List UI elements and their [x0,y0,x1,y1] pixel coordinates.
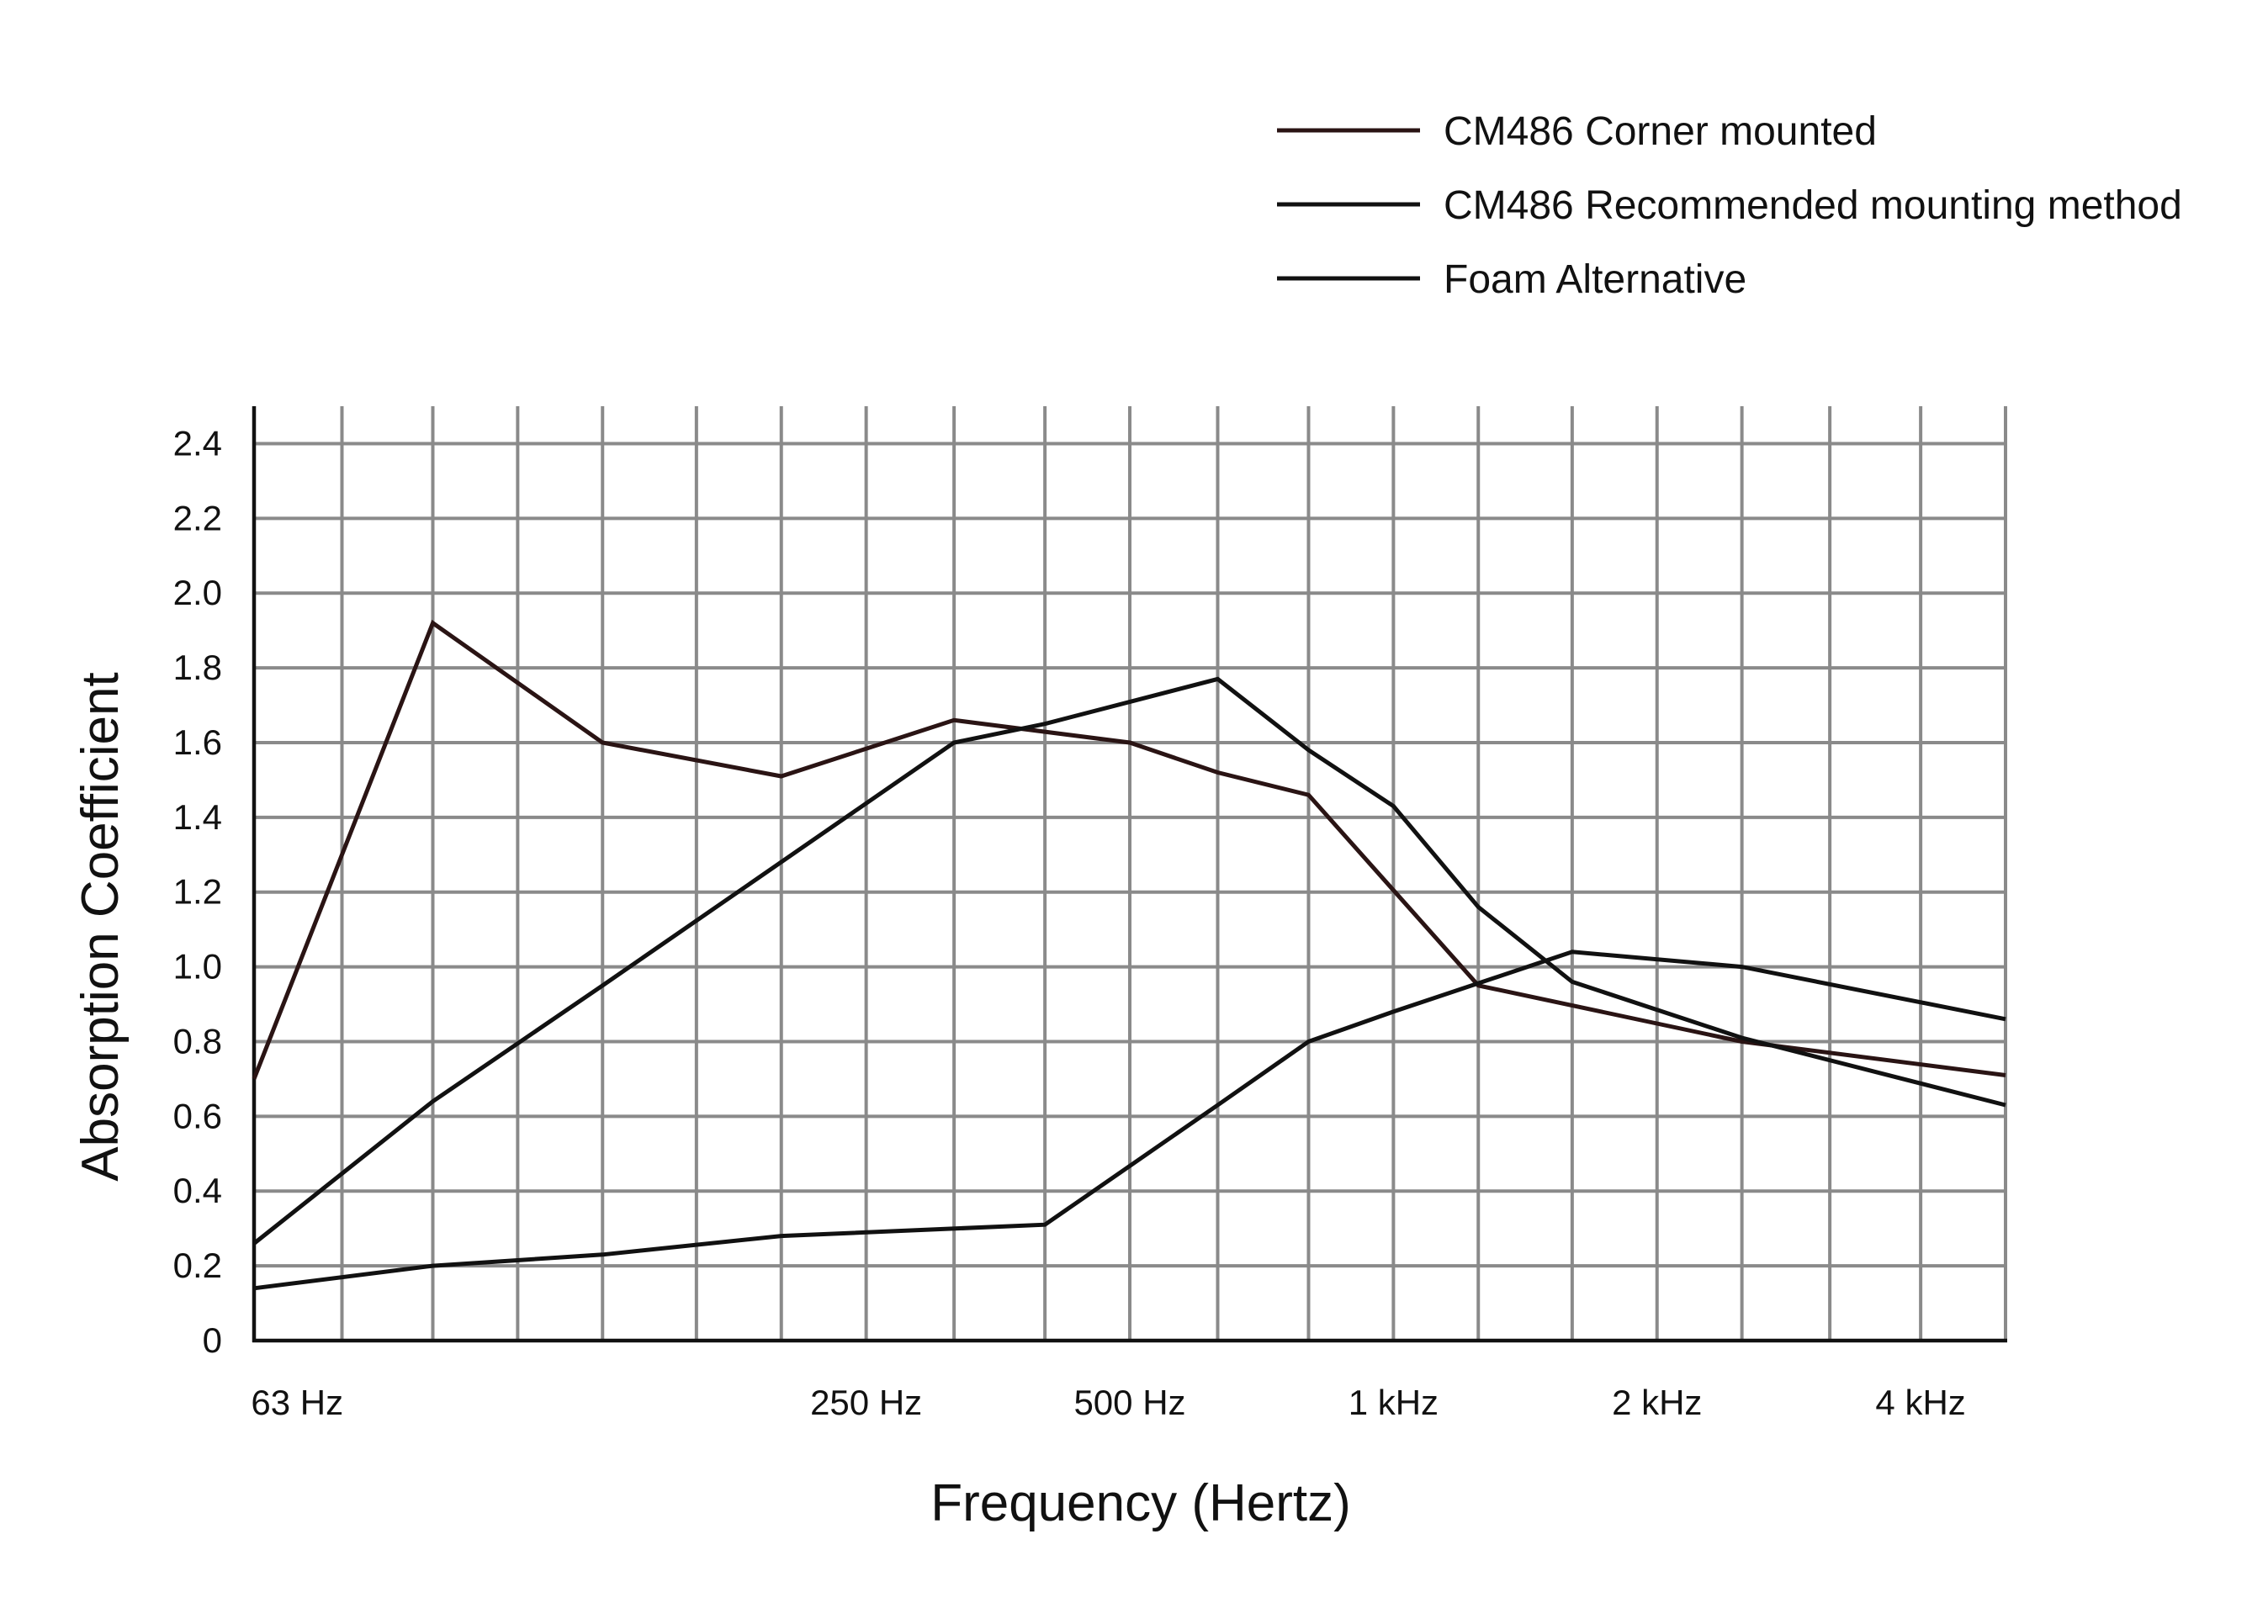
y-tick-label: 0.2 [173,1246,222,1285]
x-axis-title: Frequency (Hertz) [930,1474,1351,1532]
series-line [252,676,2006,1246]
legend-label: CM486 Corner mounted [1444,109,1877,154]
x-tick-label: 500 Hz [1073,1383,1185,1422]
x-tick-label: 1 kHz [1349,1383,1439,1422]
y-tick-label: 0.6 [173,1096,222,1135]
y-tick-label: 1.4 [173,797,222,837]
y-tick-label: 2.2 [173,498,222,537]
x-tick-labels: 63 Hz 250 Hz 500 Hz 1 kHz 2 kHz 4 kHz [251,1383,1965,1422]
y-tick-label: 0.8 [173,1021,222,1061]
legend-label: CM486 Recommended mounting method [1444,183,2182,228]
y-tick-label: 0.4 [173,1171,222,1210]
grid [254,406,2007,1341]
legend-label: Foam Alternative [1444,257,1746,302]
y-tick-label: 2.0 [173,573,222,612]
y-tick-label: 2.4 [173,423,222,463]
y-tick-label: 1.6 [173,722,222,762]
x-tick-label: 2 kHz [1612,1383,1702,1422]
y-tick-label: 1.2 [173,872,222,912]
axes [252,406,2007,1343]
series-line [252,619,2006,1080]
x-tick-label: 250 Hz [810,1383,922,1422]
series-lines [252,619,2006,1291]
y-tick-labels: 0 0.2 0.4 0.6 0.8 1.0 1.2 1.4 1.6 1.8 2.0 2.2 2.4 [173,423,222,1360]
x-tick-label: 63 Hz [251,1383,343,1422]
x-tick-label: 4 kHz [1875,1383,1965,1422]
legend: CM486 Corner mounted CM486 Recommended mo… [1277,109,2182,302]
y-axis-title: Absorption Coefficient [72,672,130,1181]
y-tick-label: 1.8 [173,648,222,687]
y-tick-label: 1.0 [173,947,222,987]
series-line [253,950,2006,1291]
y-tick-label: 0 [203,1320,222,1360]
